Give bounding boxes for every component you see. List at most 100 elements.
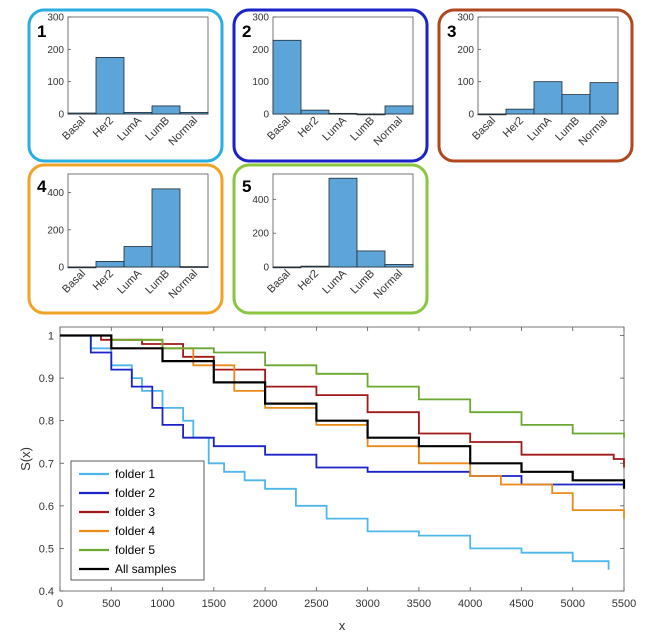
series-line-1 [60, 334, 610, 570]
x-tick-label: 1500 [202, 598, 226, 610]
y-tick-label: 300 [457, 13, 474, 24]
category-label-normal: Normal [372, 268, 406, 302]
y-tick-label: 400 [252, 195, 269, 206]
category-label-luma: LumA [320, 114, 349, 143]
survival-chart: 0 500 1000 1500 2000 2500 3000 3500 4000 4500 5000… [18, 326, 636, 633]
legend-box [70, 460, 205, 581]
x-tick-label: 2000 [253, 598, 277, 610]
x-axis-label: x [339, 618, 346, 633]
y-tick-label: 0.4 [39, 586, 54, 598]
panel-number-label: 2 [242, 22, 251, 41]
bar-luma [123, 111, 153, 115]
panel-number-label: 4 [37, 177, 47, 196]
y-tick-label: 0 [263, 263, 269, 274]
bar-her2 [95, 261, 125, 268]
y-tick-label: 200 [47, 45, 64, 56]
y-tick-label: 0 [263, 110, 269, 121]
bar-basal [272, 39, 302, 115]
y-tick-label: 0 [468, 110, 474, 121]
bar-basal [67, 112, 97, 115]
y-tick-label: 100 [252, 77, 269, 88]
x-tick-label: 500 [102, 598, 120, 610]
x-tick-label: 2500 [304, 598, 328, 610]
category-label-luma: LumA [320, 267, 349, 296]
category-label-luma: LumA [115, 267, 144, 296]
bar-luma [533, 81, 563, 115]
category-label-basal: Basal [60, 115, 88, 143]
category-label-normal: Normal [167, 268, 201, 302]
legend-entry-label: All samples [115, 562, 176, 576]
category-label-normal: Normal [577, 115, 611, 149]
y-tick-label: 0.9 [39, 373, 54, 385]
bar-basal [477, 113, 507, 116]
y-tick-label: 200 [252, 45, 269, 56]
category-label-basal: Basal [470, 115, 498, 143]
legend-entry-label: folder 4 [115, 524, 155, 538]
x-tick-label: 0 [57, 598, 63, 610]
legend: folder 1 folder 2 folder 3 folder 4 folder 5… [70, 460, 205, 581]
y-tick-label: 200 [47, 225, 64, 236]
y-tick-label: 0 [58, 110, 64, 121]
bar-luma [328, 177, 358, 268]
legend-entry-label: folder 5 [115, 543, 155, 557]
panel-border [27, 163, 224, 315]
panel-border [437, 8, 634, 163]
bar-normal [589, 82, 619, 115]
bar-lumb [151, 188, 181, 268]
bar-lumb [356, 250, 386, 268]
panel-number-label: 3 [447, 22, 456, 41]
category-label-her2: Her2 [91, 115, 116, 140]
category-label-basal: Basal [265, 268, 293, 296]
bar-normal [179, 111, 209, 115]
category-label-her2: Her2 [296, 115, 321, 140]
panel-number-label: 1 [37, 22, 46, 41]
category-label-her2: Her2 [501, 115, 526, 140]
y-tick-label: 0.7 [39, 458, 54, 470]
y-axis-label: S(x) [18, 447, 33, 471]
y-tick-label: 200 [252, 229, 269, 240]
y-tick-label: 400 [47, 188, 64, 199]
y-tick-label: 300 [252, 13, 269, 24]
x-tick-label: 4500 [509, 598, 533, 610]
bar-her2 [300, 109, 330, 115]
y-tick-label: 1 [48, 331, 54, 343]
legend-entry-label: folder 2 [115, 486, 155, 500]
panel-border [27, 8, 224, 163]
bar-normal [384, 264, 414, 268]
panel-border [232, 163, 429, 315]
bar-lumb [356, 113, 386, 116]
x-tick-label: 3000 [355, 598, 379, 610]
y-tick-label: 0.5 [39, 543, 54, 555]
series-line-6 [60, 334, 626, 489]
category-label-luma: LumA [115, 114, 144, 143]
y-tick-label: 0.6 [39, 501, 54, 513]
bar-normal [179, 266, 209, 268]
panel-number-label: 5 [242, 177, 251, 196]
y-tick-label: 100 [457, 77, 474, 88]
panel-border [232, 8, 429, 163]
bar-her2 [95, 57, 125, 115]
x-tick-label: 1000 [150, 598, 174, 610]
x-tick-label: 4000 [458, 598, 482, 610]
category-label-normal: Normal [167, 115, 201, 149]
bar-basal [272, 266, 302, 269]
category-label-her2: Her2 [91, 268, 116, 293]
bar-plot-area [67, 16, 209, 115]
bar-her2 [505, 108, 535, 115]
category-label-her2: Her2 [296, 268, 321, 293]
bar-normal [384, 105, 414, 115]
bar-her2 [300, 265, 330, 268]
x-tick-label: 3500 [407, 598, 431, 610]
y-tick-label: 100 [47, 77, 64, 88]
category-label-basal: Basal [265, 115, 293, 143]
bar-basal [67, 266, 97, 269]
x-tick-label: 5000 [560, 598, 584, 610]
y-tick-label: 0 [58, 263, 64, 274]
series-line-5 [60, 334, 625, 438]
